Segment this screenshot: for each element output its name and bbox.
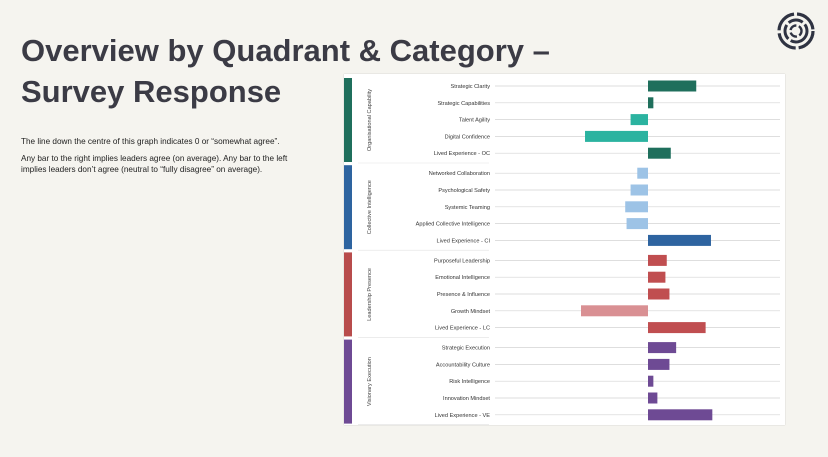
bar <box>585 130 648 142</box>
category-label: Presence & Influence <box>437 292 490 298</box>
category-label: Growth Mindset <box>451 309 491 315</box>
group-label: Leadership Presence <box>367 268 373 321</box>
group-color-strip <box>344 252 352 337</box>
category-label: Psychological Safety <box>438 188 490 194</box>
category-label: Strategic Clarity <box>451 84 491 90</box>
quadrant-bar-chart: Organisational Capability Strategic Clari… <box>344 78 780 425</box>
category-label: Applied Collective Intelligence <box>416 222 490 228</box>
category-label: Lived Experience - LC <box>435 326 490 332</box>
bar <box>648 80 697 92</box>
description-bar-direction: Any bar to the right implies leaders agr… <box>21 153 288 175</box>
category-label: Talent Agility <box>459 118 490 124</box>
group-label: Organisational Capability <box>367 89 373 151</box>
chart-description: The line down the centre of this graph i… <box>21 136 311 176</box>
bar <box>648 254 667 266</box>
category-label: Lived Experience - VE <box>435 413 491 419</box>
category-label: Innovation Mindset <box>443 396 490 402</box>
bar <box>648 358 670 370</box>
description-center-line: The line down the centre of this graph i… <box>21 137 280 146</box>
bar <box>648 375 654 387</box>
group-color-strip <box>344 78 352 162</box>
bar <box>648 392 658 404</box>
bar <box>648 409 713 421</box>
bar <box>648 342 677 354</box>
bar <box>648 147 671 159</box>
bar <box>630 184 648 196</box>
category-label: Strategic Capabilities <box>437 101 490 107</box>
bar <box>625 201 648 213</box>
category-label: Purposeful Leadership <box>434 258 490 264</box>
group-label: Visionary Execution <box>367 357 373 406</box>
bar <box>581 305 648 317</box>
bar <box>648 271 666 283</box>
page-title: Overview by Quadrant & Category – Survey… <box>21 33 550 109</box>
category-label: Lived Experience - OC <box>434 151 490 157</box>
category-label: Lived Experience - CI <box>437 238 491 244</box>
group-color-strip <box>344 165 352 250</box>
bar <box>648 288 670 300</box>
bar <box>626 218 648 230</box>
category-label: Emotional Intelligence <box>435 275 490 281</box>
circular-swirl-logo-icon <box>777 12 815 50</box>
bar <box>637 167 648 179</box>
category-label: Strategic Execution <box>442 346 490 352</box>
category-label: Risk Intelligence <box>449 379 490 385</box>
category-label: Digital Confidence <box>445 134 490 140</box>
chart-panel: Organisational Capability Strategic Clari… <box>344 74 785 425</box>
bar <box>648 322 706 334</box>
bar <box>648 97 654 109</box>
category-label: Systemic Teaming <box>445 205 490 211</box>
category-label: Accountability Culture <box>436 362 490 368</box>
bar <box>630 114 648 126</box>
group-color-strip <box>344 339 352 424</box>
group-label: Collective Intelligence <box>367 180 373 234</box>
category-label: Networked Collaboration <box>429 171 490 177</box>
bar <box>648 234 711 246</box>
